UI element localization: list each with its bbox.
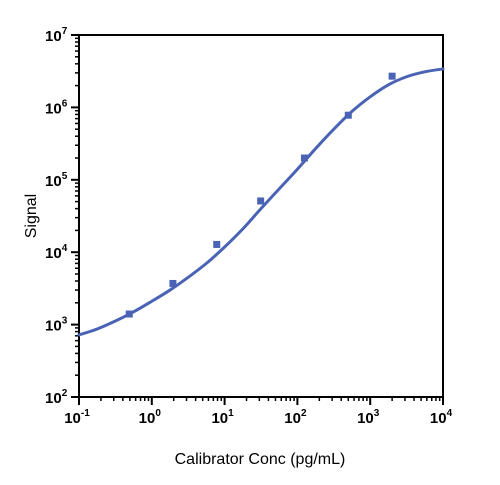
data-point [388,72,396,80]
y-tick-label-exponent: 4 [62,243,68,254]
data-point [213,240,221,248]
y-tick-label-exponent: 2 [62,388,68,399]
y-tick-label-base: 10 [45,173,62,190]
y-tick-label-base: 10 [45,390,62,407]
fit-curve-layer [77,67,445,337]
plot-frame [78,34,444,398]
data-point [344,111,352,119]
y-tick-label: 106 [45,98,68,117]
y-tick-label-base: 10 [45,100,62,117]
x-tick-label-exponent: -1 [81,408,90,419]
y-tick-label-base: 10 [45,245,62,262]
y-tick-label-exponent: 7 [62,26,68,37]
y-tick-label-base: 10 [45,318,62,335]
data-points-layer [125,72,396,318]
x-tick-label: 103 [357,408,380,427]
x-tick-label: 102 [284,408,307,427]
x-tick-label: 10-1 [64,408,90,427]
x-tick-label-base: 10 [211,410,228,427]
y-axis-label: Signal [23,194,40,238]
x-tick-label-base: 10 [430,410,447,427]
y-tick-label: 107 [45,26,68,45]
x-tick-label: 104 [430,408,453,427]
x-tick-label-exponent: 1 [228,408,234,419]
y-tick-label: 102 [45,388,68,407]
data-point [257,197,265,205]
y-tick-label-exponent: 5 [62,171,68,182]
x-axis-label: Calibrator Conc (pg/mL) [175,451,346,468]
y-tick-label-exponent: 6 [62,98,68,109]
x-tick-label-exponent: 3 [374,408,380,419]
x-tick-label-base: 10 [357,410,374,427]
x-tick-label: 101 [211,408,234,427]
data-point [169,279,177,287]
x-tick-label: 100 [139,408,162,427]
data-point [125,310,133,318]
y-tick-label-exponent: 3 [62,316,68,327]
x-tick-label-exponent: 2 [301,408,307,419]
axes [78,34,444,398]
x-tick-label-exponent: 0 [155,408,161,419]
fit-curve [77,67,445,337]
data-point [300,154,308,162]
x-tick-label-exponent: 4 [447,408,453,419]
y-tick-label: 105 [45,171,68,190]
x-tick-label-base: 10 [139,410,156,427]
x-tick-label-base: 10 [64,410,81,427]
y-tick-label: 103 [45,316,68,335]
y-tick-label: 104 [45,243,68,262]
x-tick-label-base: 10 [284,410,301,427]
y-tick-label-base: 10 [45,28,62,45]
